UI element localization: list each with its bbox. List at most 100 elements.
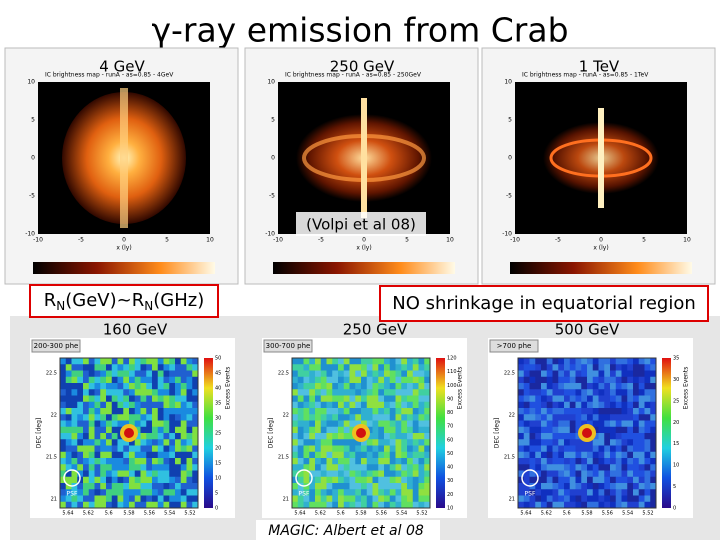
pixel [192, 483, 199, 490]
x-tick-label: -10 [273, 237, 283, 244]
pixel [60, 395, 67, 403]
pixel [60, 389, 67, 396]
pixel [644, 470, 651, 478]
pixel [303, 501, 310, 509]
pixel [621, 383, 628, 390]
pixel [361, 476, 368, 484]
pixel [315, 439, 322, 446]
pixel [88, 408, 95, 415]
pixel [111, 408, 118, 415]
pixel [106, 458, 113, 465]
pixel [523, 414, 530, 421]
pixel [366, 439, 373, 446]
pixel [83, 376, 90, 384]
pixel [343, 464, 350, 471]
pixel [186, 483, 193, 490]
pixel [378, 451, 385, 459]
pixel [581, 389, 588, 396]
pixel [412, 489, 419, 496]
pixel [518, 501, 525, 509]
pixel [407, 501, 414, 509]
pixel [569, 370, 576, 378]
pixel [552, 439, 559, 446]
pixel [71, 408, 78, 415]
pixel [100, 389, 107, 396]
pixel [163, 464, 170, 471]
pixel [621, 445, 628, 453]
pixel [389, 389, 396, 396]
pixel [581, 483, 588, 490]
pixel [71, 470, 78, 478]
pixel [60, 458, 67, 465]
pixel [424, 414, 431, 421]
pixel [575, 370, 582, 378]
pixel [349, 420, 356, 428]
pixel [117, 358, 124, 365]
pixel [106, 426, 113, 434]
pixel [111, 451, 118, 459]
pixel [297, 358, 304, 365]
pixel [621, 470, 628, 478]
colorbar [33, 262, 215, 274]
pixel [94, 420, 101, 428]
pixel [541, 451, 548, 459]
dec-tick-label: 21 [509, 497, 515, 503]
colorbar-tick-label: 0 [673, 506, 676, 512]
pixel [343, 364, 350, 371]
pixel [518, 426, 525, 434]
pixel [71, 376, 78, 384]
pixel [569, 383, 576, 390]
pixel [94, 389, 101, 396]
pixel [117, 395, 124, 403]
pixel [535, 495, 542, 503]
pixel [587, 483, 594, 490]
pixel [372, 433, 379, 440]
pixel [303, 458, 310, 465]
pixel [650, 389, 657, 396]
pixel [581, 401, 588, 409]
pixel [598, 445, 605, 453]
x-tick-label: 0 [599, 237, 603, 244]
pixel [180, 370, 187, 378]
ra-tick-label: 5.58 [581, 511, 592, 517]
pixel [88, 476, 95, 484]
pixel [558, 458, 565, 465]
pixel [592, 464, 599, 471]
pixel [186, 501, 193, 509]
pixel [598, 483, 605, 490]
pixel [575, 483, 582, 490]
pixel [77, 495, 84, 503]
pixel [604, 426, 611, 434]
source-core [582, 428, 592, 438]
pixel [106, 476, 113, 484]
pixel [292, 445, 299, 453]
pixel [535, 401, 542, 409]
pixel [558, 483, 565, 490]
pixel [378, 395, 385, 403]
pixel [297, 489, 304, 496]
pixel [564, 364, 571, 371]
pixel [88, 364, 95, 371]
pixel [315, 426, 322, 434]
pixel [71, 433, 78, 440]
pixel [366, 495, 373, 503]
pixel [424, 476, 431, 484]
pixel [535, 370, 542, 378]
pixel [338, 433, 345, 440]
pixel [558, 364, 565, 371]
pixel [546, 458, 553, 465]
pixel [366, 401, 373, 409]
pixel [117, 470, 124, 478]
pixel [384, 501, 391, 509]
pixel [395, 395, 402, 403]
pixel [106, 420, 113, 428]
pixel [401, 408, 408, 415]
x-tick-label: 5 [642, 237, 646, 244]
pixel [529, 383, 536, 390]
pixel [395, 414, 402, 421]
pixel [564, 420, 571, 428]
pixel [100, 420, 107, 428]
pixel [297, 414, 304, 421]
dec-tick-label: 22.5 [278, 371, 289, 377]
pixel [60, 445, 67, 453]
